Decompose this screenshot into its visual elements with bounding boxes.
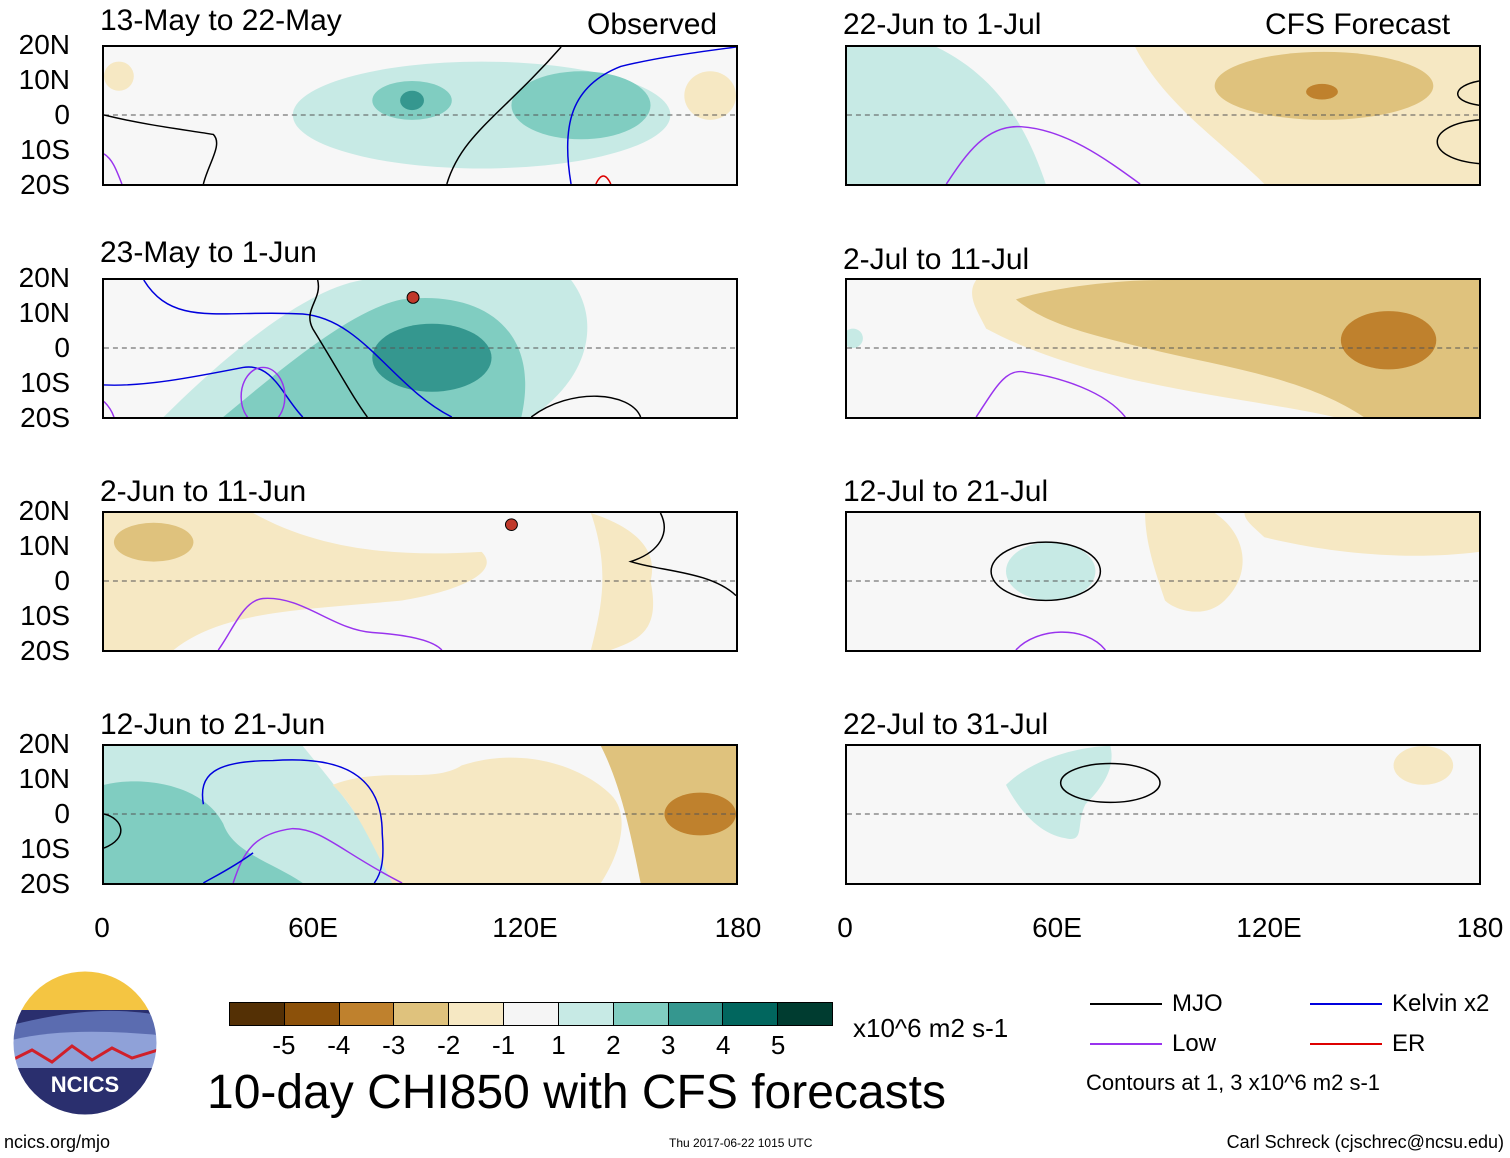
colorbar-cell xyxy=(339,1003,395,1025)
lat-label: 20N xyxy=(18,728,70,759)
timestamp: Thu 2017-06-22 1015 UTC xyxy=(669,1136,813,1150)
map-panel xyxy=(102,744,738,885)
lon-label: 0 xyxy=(94,912,110,943)
panel-title: 22-Jul to 31-Jul xyxy=(843,708,1049,741)
colorbar-cell xyxy=(778,1003,832,1025)
panel-title: 12-Jun to 21-Jun xyxy=(100,708,326,741)
site-link[interactable]: ncics.org/mjo xyxy=(4,1132,111,1152)
colorbar-tick: 4 xyxy=(715,1030,731,1060)
contour-note: Contours at 1, 3 x10^6 m2 s-1 xyxy=(1086,1070,1381,1095)
lat-label: 20S xyxy=(20,402,70,433)
panel-title: 23-May to 1-Jun xyxy=(100,236,317,269)
colorbar-tick: 2 xyxy=(606,1030,621,1060)
lat-label: 0 xyxy=(54,99,70,130)
legend-line-mjo xyxy=(1090,1003,1162,1005)
lon-label: 180 xyxy=(714,912,762,943)
panel-title: 22-Jun to 1-Jul xyxy=(843,8,1042,41)
map-panel xyxy=(845,511,1481,652)
colorbar-cell xyxy=(613,1003,669,1025)
lat-label: 20N xyxy=(18,495,70,526)
lat-label: 10S xyxy=(20,367,70,398)
lat-label: 10N xyxy=(18,763,70,794)
map-panel xyxy=(102,278,738,419)
ncics-logo: NCICS xyxy=(12,970,158,1116)
legend-line-kelvin xyxy=(1310,1003,1382,1005)
lat-label: 20N xyxy=(18,29,70,60)
colorbar-tick: -5 xyxy=(272,1030,296,1060)
map-panel xyxy=(102,45,738,186)
lat-label: 10S xyxy=(20,134,70,165)
main-title: 10-day CHI850 with CFS forecasts xyxy=(207,1066,946,1119)
colorbar-tick: -2 xyxy=(437,1030,461,1060)
colorbar-cell xyxy=(449,1003,505,1025)
author-credit: Carl Schreck (cjschrec@ncsu.edu) xyxy=(1226,1132,1504,1152)
legend-label-mjo: MJO xyxy=(1172,990,1223,1017)
colorbar-tick: 3 xyxy=(661,1030,676,1060)
lat-label: 10S xyxy=(20,600,70,631)
lat-label: 10N xyxy=(18,530,70,561)
observed-label: Observed xyxy=(587,8,718,41)
colorbar-cell xyxy=(504,1003,559,1025)
lon-label: 120E xyxy=(492,912,558,943)
colorbar-cell xyxy=(723,1003,779,1025)
lat-label: 0 xyxy=(54,798,70,829)
colorbar-tick: -1 xyxy=(491,1030,516,1060)
forecast-label: CFS Forecast xyxy=(1265,8,1451,41)
lat-label: 20N xyxy=(18,262,70,293)
lat-label: 10S xyxy=(20,833,70,864)
logo-text: NCICS xyxy=(51,1072,119,1097)
legend-label-er: ER xyxy=(1392,1030,1426,1057)
colorbar-cell xyxy=(284,1003,340,1025)
lon-label: 180 xyxy=(1456,912,1504,943)
legend-label-kelvin: Kelvin x2 xyxy=(1392,990,1490,1017)
panel-title: 12-Jul to 21-Jul xyxy=(843,475,1049,508)
colorbar-cell xyxy=(558,1003,614,1025)
colorbar xyxy=(229,1002,833,1026)
colorbar-tick: 1 xyxy=(551,1030,566,1060)
lat-label: 0 xyxy=(54,332,70,363)
map-panel xyxy=(845,744,1481,885)
legend-label-low: Low xyxy=(1172,1030,1217,1057)
lon-label: 0 xyxy=(837,912,853,943)
colorbar-cell xyxy=(668,1003,724,1025)
lat-label: 20S xyxy=(20,169,70,200)
colorbar-cell xyxy=(230,1003,285,1025)
colorbar-tick: 5 xyxy=(770,1030,786,1060)
legend-line-low xyxy=(1090,1043,1162,1045)
lon-label: 60E xyxy=(1032,912,1082,943)
map-panel xyxy=(102,511,738,652)
map-panel xyxy=(845,45,1481,186)
panel-title: 13-May to 22-May xyxy=(100,4,342,37)
colorbar-cell xyxy=(394,1003,450,1025)
legend-line-er xyxy=(1310,1043,1382,1045)
map-panel xyxy=(845,278,1481,419)
lat-label: 10N xyxy=(18,64,70,95)
panel-title: 2-Jun to 11-Jun xyxy=(100,475,307,508)
colorbar-tick: -4 xyxy=(327,1030,351,1060)
lat-label: 20S xyxy=(20,868,70,899)
lon-label: 120E xyxy=(1236,912,1302,943)
lon-label: 60E xyxy=(288,912,338,943)
colorbar-tick: -3 xyxy=(382,1030,406,1060)
lat-label: 10N xyxy=(18,297,70,328)
colorbar-units: x10^6 m2 s-1 xyxy=(853,1013,1009,1043)
lat-label: 20S xyxy=(20,635,70,666)
panel-title: 2-Jul to 11-Jul xyxy=(843,243,1030,276)
lat-label: 0 xyxy=(54,565,70,596)
